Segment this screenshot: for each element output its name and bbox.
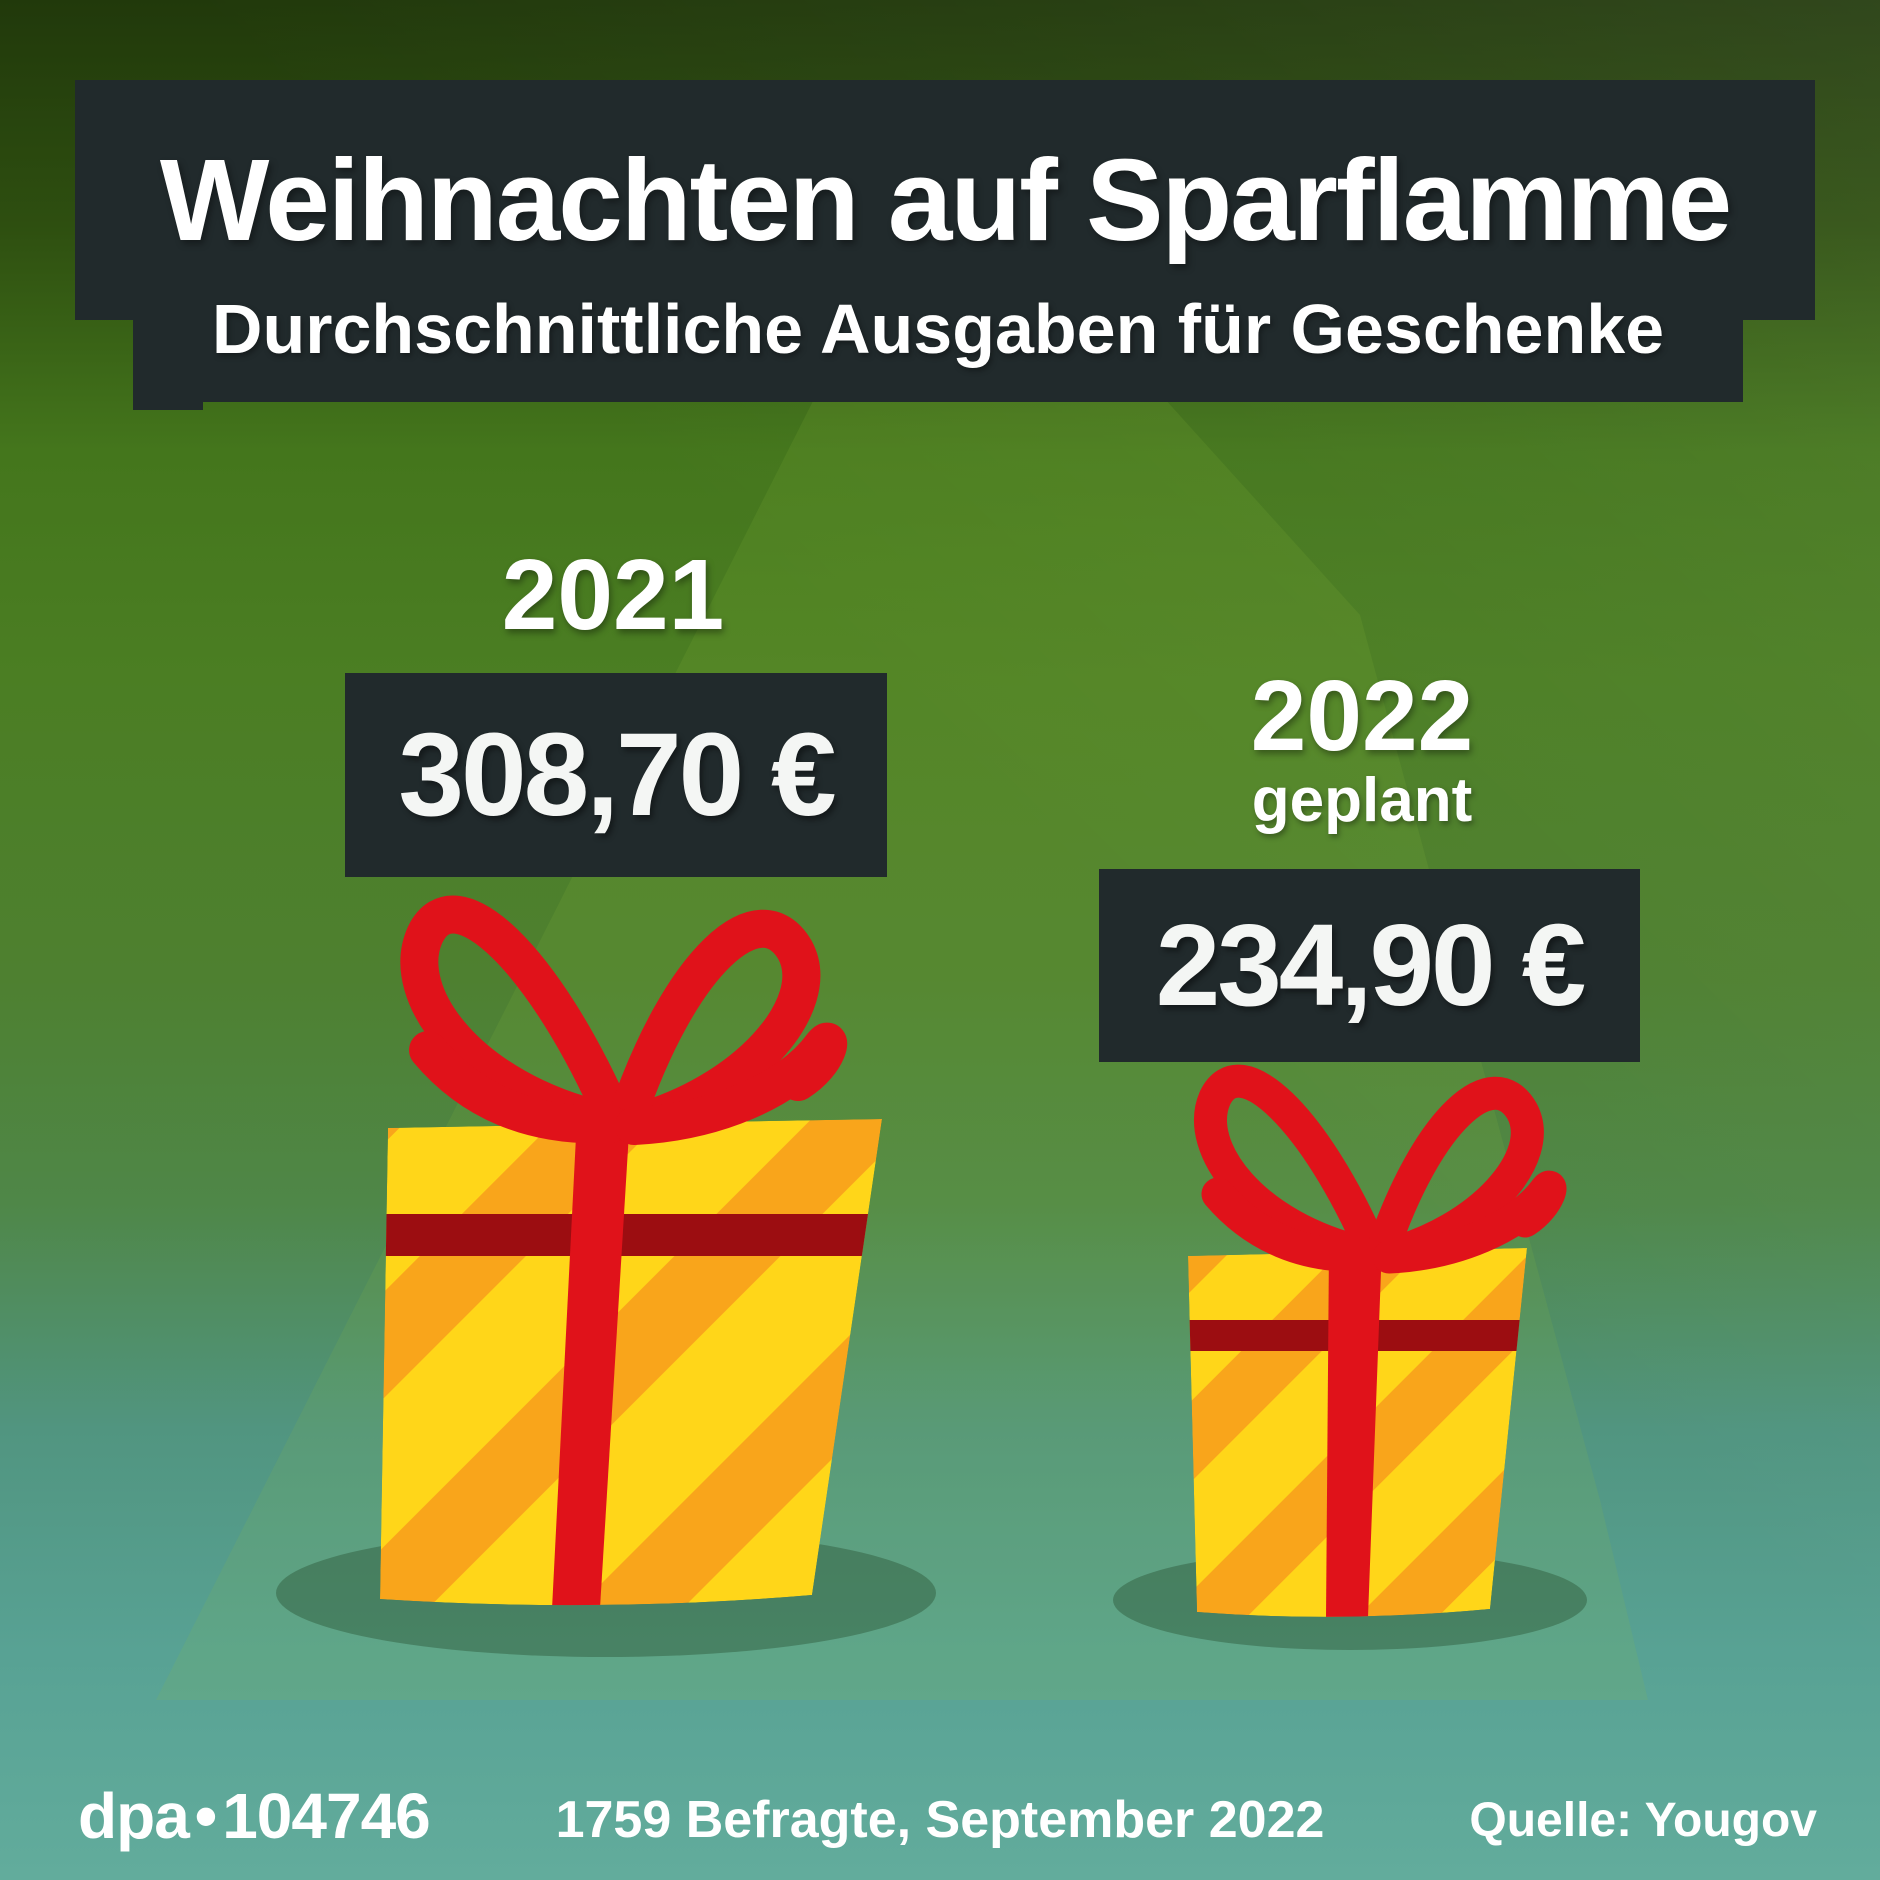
dpa-logo: dpa [78, 1780, 190, 1852]
subtitle-panel-corner-step [133, 400, 203, 410]
gift-box-left-band [380, 1214, 882, 1256]
year-label-2021: 2021 [501, 539, 725, 651]
gift-box-left-body [380, 1119, 882, 1606]
gift-bow-left-icon [400, 895, 848, 1145]
gift-bow-right-icon [1194, 1064, 1567, 1274]
source-credit: Quelle: Yougov [1469, 1794, 1817, 1847]
publisher-credit: dpa•104746 [78, 1780, 431, 1852]
subtitle-panel [133, 250, 1743, 402]
gift-box-right-ribbon [1326, 1248, 1382, 1617]
sample-note: 1759 Befragte, September 2022 [555, 1791, 1325, 1849]
year-2022-qualifier: geplant [1251, 766, 1473, 835]
page-title: Weihnachten auf Sparflamme [159, 135, 1732, 265]
graphic-id: 104746 [222, 1780, 431, 1852]
gift-box-right [1188, 1064, 1567, 1617]
value-2021: 308,70 € [345, 673, 887, 877]
value-2022: 234,90 € [1099, 869, 1640, 1062]
year-label-2022: 2022 [1250, 660, 1474, 772]
dpa-logo-dot-icon: • [194, 1780, 217, 1852]
gift-box-left-ribbon [552, 1119, 630, 1606]
page-subtitle: Durchschnittliche Ausgaben für Geschenke [211, 290, 1665, 368]
gift-box-left [380, 895, 882, 1606]
